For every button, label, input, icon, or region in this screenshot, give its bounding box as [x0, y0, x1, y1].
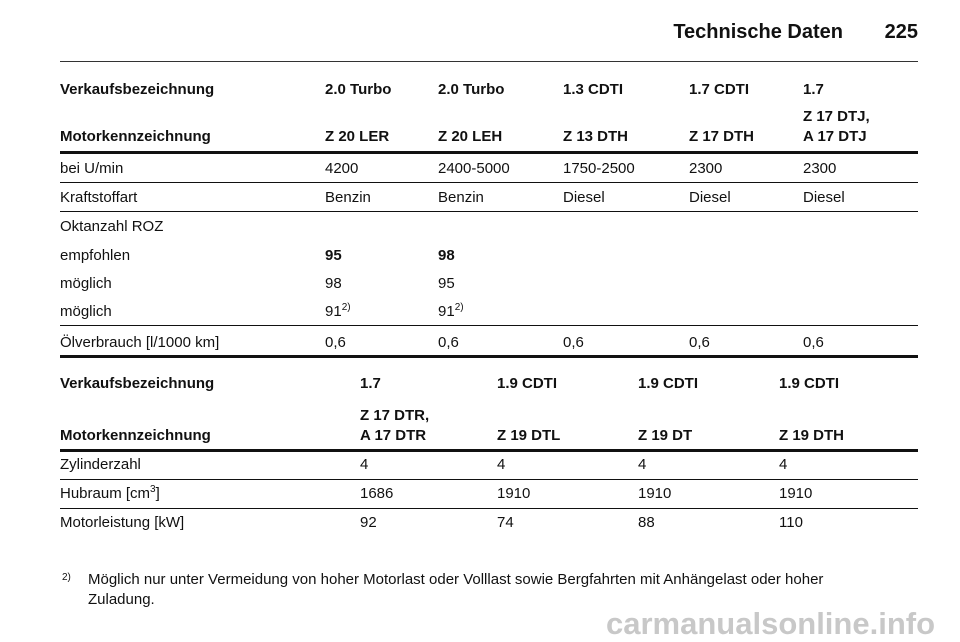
table-rule [60, 355, 918, 358]
header-rule [60, 61, 918, 62]
cell-text: 91 [438, 303, 455, 320]
table-rule [60, 479, 918, 480]
table-cell: Hubraum [cm3] [60, 484, 160, 504]
table-cell: 98 [438, 247, 455, 264]
superscript: 3 [150, 484, 156, 495]
table-cell: 4 [779, 456, 788, 473]
table-cell: 912) [325, 302, 351, 322]
table-cell: Z 19 DT [638, 427, 693, 444]
table-cell: Diesel [689, 189, 731, 206]
table-cell: 110 [779, 514, 803, 531]
table-cell: 0,6 [325, 334, 346, 351]
table-cell: 0,6 [689, 334, 710, 351]
table-cell: Z 20 LEH [438, 128, 503, 145]
table-cell: 1.7 CDTI [689, 81, 750, 98]
table-cell: Verkaufsbezeichnung [60, 81, 215, 98]
cell-text: Hubraum [cm [60, 485, 151, 502]
table-cell: bei U/min [60, 160, 124, 177]
table-cell: 0,6 [803, 334, 824, 351]
table-rule [60, 211, 918, 212]
table-cell: 4 [360, 456, 369, 473]
table-cell: Benzin [325, 189, 371, 206]
table-cell: 1750-2500 [563, 160, 635, 177]
table-cell: Ölverbrauch [l/1000 km] [60, 334, 220, 351]
table-cell: Z 17 DTH [689, 128, 755, 145]
table-cell: 98 [325, 275, 342, 292]
footnote-marker: 2) [62, 572, 71, 583]
table-cell: Zylinderzahl [60, 456, 141, 473]
table-cell: Z 19 DTH [779, 427, 845, 444]
table-cell: 4 [638, 456, 647, 473]
page-number: 225 [884, 21, 918, 43]
table-cell: möglich [60, 275, 112, 292]
table-cell: 95 [438, 275, 455, 292]
table-cell: Motorleistung [kW] [60, 514, 185, 531]
table-cell: Z 20 LER [325, 128, 390, 145]
table-cell: Z 19 DTL [497, 427, 561, 444]
table-cell: 2.0 Turbo [438, 81, 505, 98]
cell-text: ] [155, 485, 160, 502]
table-cell: 2300 [803, 160, 837, 177]
table-cell: 1910 [779, 485, 813, 502]
table-cell: 4 [497, 456, 506, 473]
table-cell: 1910 [638, 485, 672, 502]
table-cell: 912) [438, 302, 464, 322]
table-cell: 88 [638, 514, 655, 531]
table-cell: Diesel [563, 189, 605, 206]
table-cell: Diesel [803, 189, 845, 206]
table-cell: möglich [60, 303, 112, 320]
cell-text: 91 [325, 303, 342, 320]
superscript: 2) [341, 302, 351, 313]
table-cell: 1.9 CDTI [638, 375, 699, 392]
table-cell: 92 [360, 514, 377, 531]
table-rule [60, 151, 918, 154]
table-cell: Z 13 DTH [563, 128, 629, 145]
table-rule [60, 325, 918, 326]
table-cell: Motorkennzeichnung [60, 128, 211, 145]
table-cell: 2400-5000 [438, 160, 510, 177]
table-cell: 1.9 CDTI [779, 375, 840, 392]
table-cell: Benzin [438, 189, 484, 206]
table-cell: 2.0 Turbo [325, 81, 392, 98]
table-cell: empfohlen [60, 247, 131, 264]
table-cell: 1.7 [360, 375, 381, 392]
footnote: Möglich nur unter Vermeidung von hoher M… [88, 571, 824, 608]
table-cell: 1.9 CDTI [497, 375, 558, 392]
table-cell: Kraftstoffart [60, 189, 138, 206]
table-cell: 74 [497, 514, 514, 531]
table-cell: 1686 [360, 485, 394, 502]
table-cell: 0,6 [438, 334, 459, 351]
table-cell: 95 [325, 247, 342, 264]
superscript: 2) [454, 302, 464, 313]
page-title: Technische Daten [673, 21, 843, 43]
table-cell: Oktanzahl ROZ [60, 218, 164, 235]
table-rule [60, 182, 918, 183]
watermark: carmanualsonline.info [606, 606, 936, 641]
table-cell: Z 17 DTR, A 17 DTR [360, 407, 430, 444]
table-cell: 1.3 CDTI [563, 81, 624, 98]
table-cell: 2300 [689, 160, 723, 177]
table-cell: Verkaufsbezeichnung [60, 375, 215, 392]
table-cell: 4200 [325, 160, 359, 177]
table-rule [60, 508, 918, 509]
table-cell: 0,6 [563, 334, 584, 351]
table-cell: Motorkennzeichnung [60, 427, 211, 444]
table-rule [60, 449, 918, 452]
table-cell: 1910 [497, 485, 531, 502]
table-cell: 1.7 [803, 81, 824, 98]
table-cell: Z 17 DTJ, A 17 DTJ [803, 108, 870, 145]
